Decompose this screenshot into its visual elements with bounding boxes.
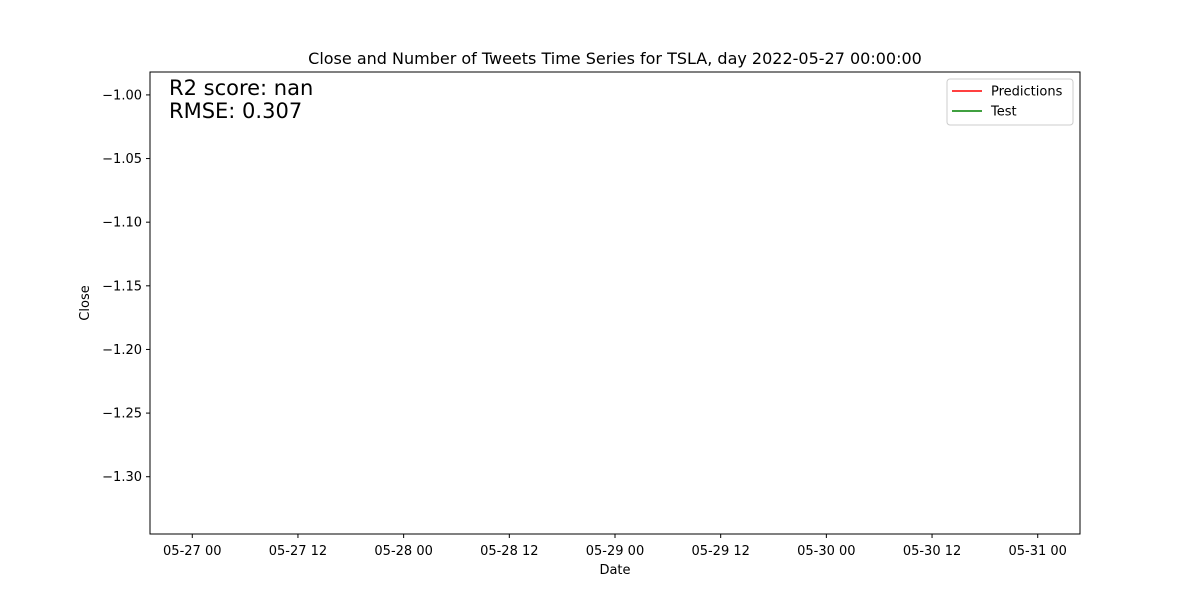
x-axis-label: Date — [599, 563, 630, 578]
x-tick-label: 05-27 00 — [163, 544, 221, 559]
y-tick-label: −1.10 — [102, 216, 142, 231]
x-tick-label: 05-28 12 — [480, 544, 538, 559]
x-tick-label: 05-30 00 — [797, 544, 855, 559]
y-axis-label: Close — [78, 285, 93, 320]
y-tick-label: −1.30 — [102, 470, 142, 485]
x-tick-label: 05-29 12 — [691, 544, 749, 559]
x-tick-label: 05-27 12 — [269, 544, 327, 559]
x-axis: 05-27 00 05-27 12 05-28 00 05-28 12 05-29 00… — [163, 534, 1067, 559]
legend-label-predictions: Predictions — [991, 85, 1063, 100]
rmse-annotation: RMSE: 0.307 — [169, 99, 302, 123]
x-tick-label: 05-28 00 — [374, 544, 432, 559]
r2-score-annotation: R2 score: nan — [169, 76, 313, 100]
x-tick-label: 05-31 00 — [1009, 544, 1067, 559]
y-tick-label: −1.00 — [102, 88, 142, 103]
chart-title: Close and Number of Tweets Time Series f… — [308, 49, 922, 68]
plot-area — [149, 71, 1081, 535]
x-tick-label: 05-29 00 — [586, 544, 644, 559]
x-tick-label: 05-30 12 — [903, 544, 961, 559]
y-axis: −1.00 −1.05 −1.10 −1.15 −1.20 −1.25 −1.30 — [102, 88, 150, 485]
legend-label-test: Test — [990, 105, 1017, 120]
y-tick-label: −1.05 — [102, 152, 142, 167]
y-tick-label: −1.25 — [102, 407, 142, 422]
legend: Predictions Test — [946, 78, 1074, 126]
y-tick-label: −1.15 — [102, 279, 142, 294]
y-tick-label: −1.20 — [102, 343, 142, 358]
